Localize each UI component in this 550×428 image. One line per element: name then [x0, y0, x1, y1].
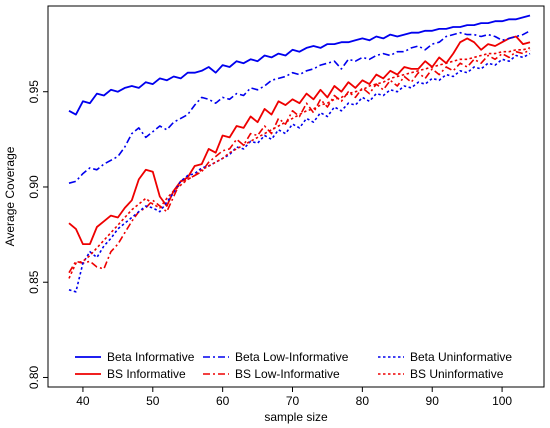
x-tick-label: 70	[286, 394, 300, 408]
plot-frame	[47, 5, 545, 388]
series-group	[68, 14, 531, 293]
series-line-bs-informative	[68, 35, 531, 246]
x-tick-label: 90	[426, 394, 440, 408]
x-tick-label: 80	[356, 394, 370, 408]
y-tick-label: 0.90	[27, 175, 41, 199]
legend-label: BS Low-Informative	[235, 367, 340, 381]
legend: Beta Informative BS Informative Beta Low-I…	[75, 350, 512, 381]
x-axis: 40 50 60 70 80 90 100	[76, 387, 512, 408]
y-axis-title: Average Coverage	[3, 146, 17, 246]
y-tick-label: 0.80	[27, 365, 41, 389]
series-line-bs-low-informative	[68, 49, 531, 274]
plot-area	[47, 5, 545, 388]
y-tick-label: 0.95	[27, 80, 41, 104]
series-line-beta-uninformative	[68, 52, 531, 293]
x-tick-label: 100	[492, 394, 512, 408]
x-axis-title: sample size	[264, 410, 328, 424]
legend-label: BS Uninformative	[410, 367, 504, 381]
x-tick-label: 40	[76, 394, 90, 408]
x-tick-label: 50	[146, 394, 160, 408]
legend-label: Beta Low-Informative	[235, 350, 349, 364]
legend-label: Beta Uninformative	[410, 350, 512, 364]
x-tick-label: 60	[216, 394, 230, 408]
series-line-beta-informative	[68, 14, 531, 116]
legend-label: BS Informative	[107, 367, 186, 381]
series-line-beta-low-informative	[68, 30, 531, 184]
y-tick-label: 0.85	[27, 270, 41, 294]
y-axis: 0.80 0.85 0.90 0.95	[27, 80, 48, 389]
legend-label: Beta Informative	[107, 350, 195, 364]
